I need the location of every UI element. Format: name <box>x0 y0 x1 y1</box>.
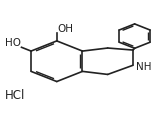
Text: NH: NH <box>136 61 151 71</box>
Text: OH: OH <box>58 24 74 34</box>
Text: HCl: HCl <box>5 88 25 101</box>
Text: HO: HO <box>5 38 21 48</box>
